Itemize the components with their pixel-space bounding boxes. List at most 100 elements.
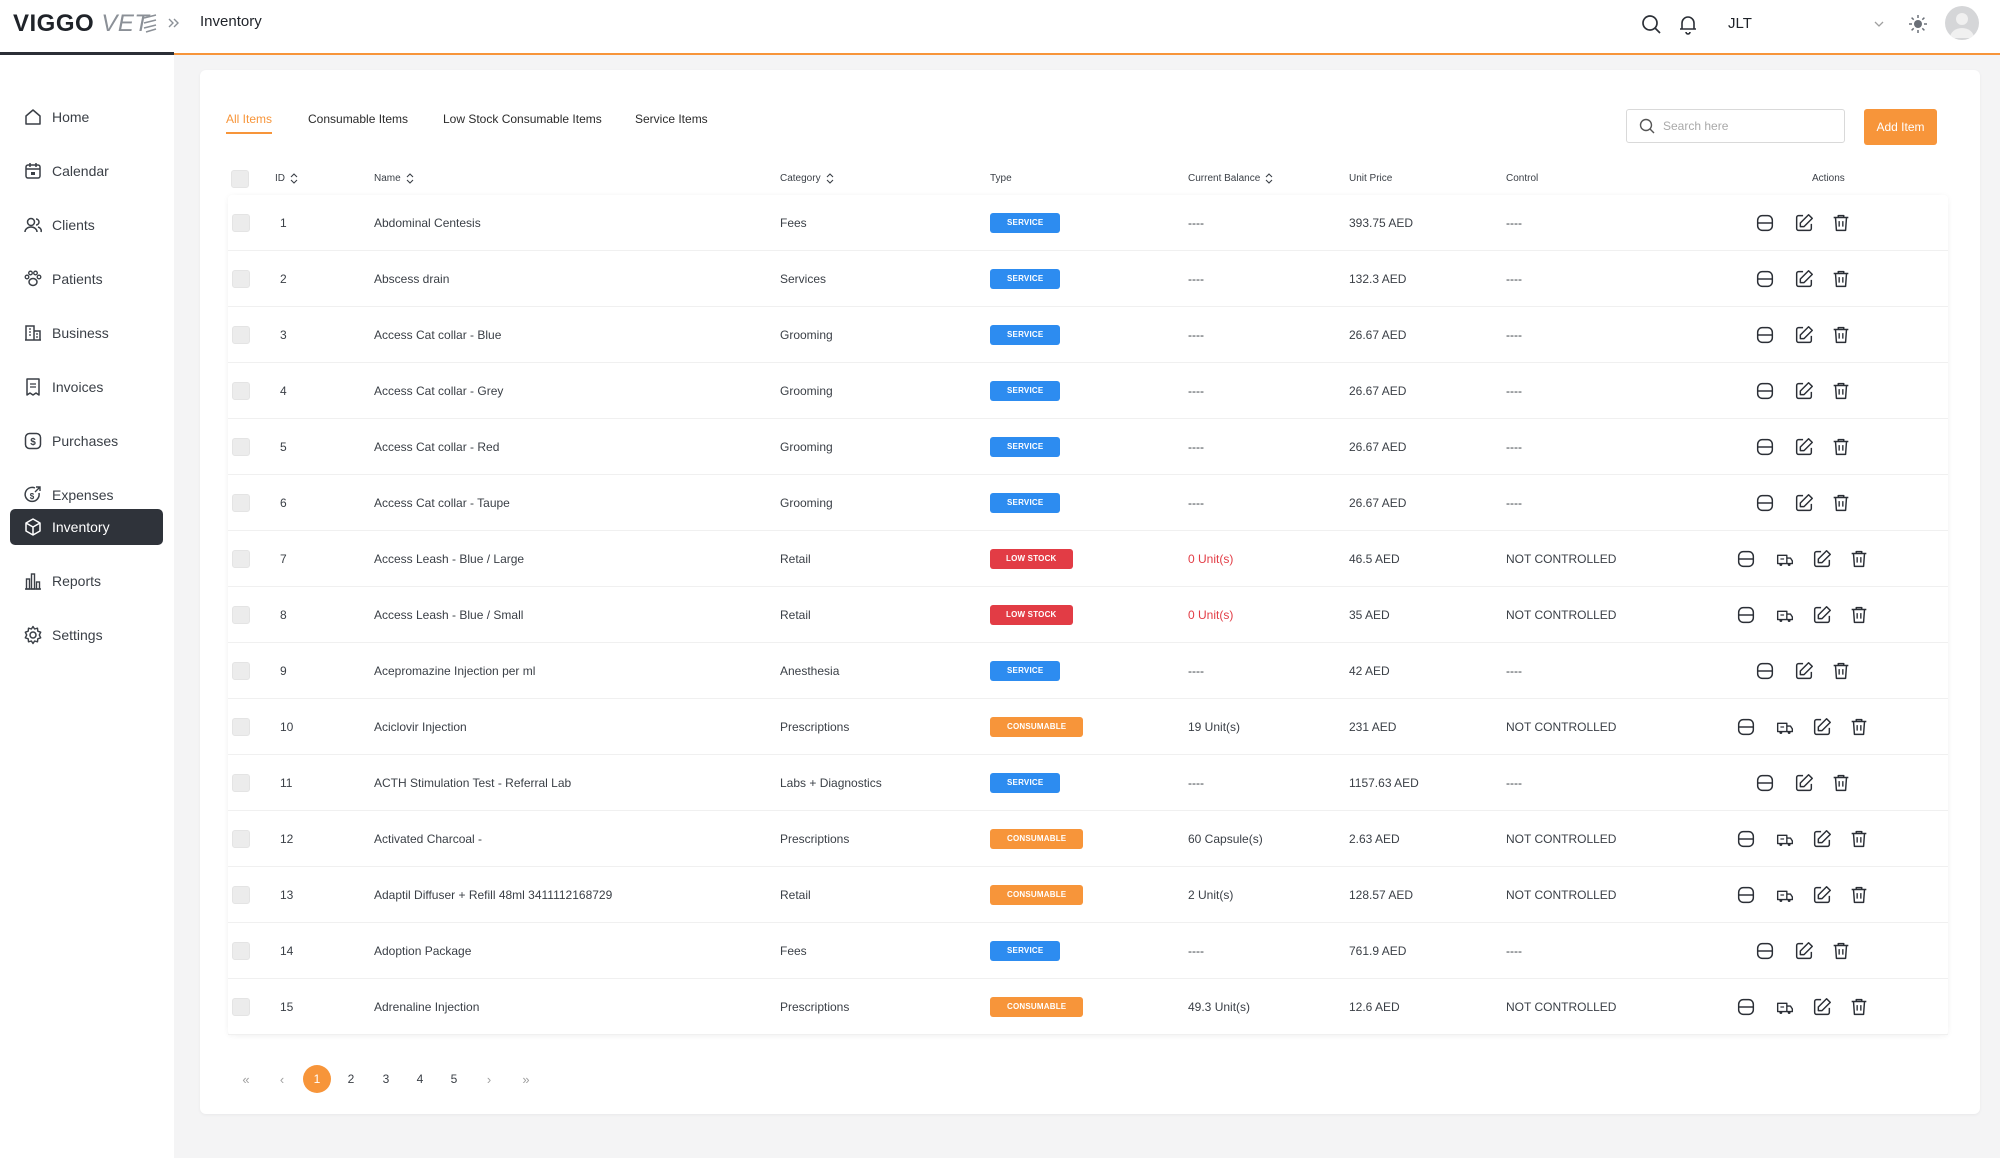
sidebar-item-reports[interactable]: Reports [10, 563, 163, 599]
view-icon[interactable] [1735, 604, 1757, 626]
trash-icon[interactable] [1848, 996, 1870, 1018]
view-icon[interactable] [1754, 660, 1776, 682]
sort-icon[interactable] [1265, 173, 1273, 184]
search-input[interactable] [1663, 119, 1823, 133]
sidebar-item-inventory[interactable]: Inventory [10, 509, 163, 545]
trash-icon[interactable] [1830, 268, 1852, 290]
chevron-down-icon[interactable] [1872, 17, 1886, 31]
trash-icon[interactable] [1830, 324, 1852, 346]
view-icon[interactable] [1735, 884, 1757, 906]
row-checkbox[interactable] [232, 270, 250, 288]
edit-icon[interactable] [1793, 660, 1815, 682]
row-checkbox[interactable] [232, 550, 250, 568]
add-item-button[interactable]: Add Item [1864, 109, 1937, 145]
table-row[interactable]: 10 Aciclovir Injection Prescriptions CONSUM… [228, 699, 1948, 755]
row-checkbox[interactable] [232, 662, 250, 680]
column-header-name[interactable]: Name [374, 173, 414, 184]
column-header-category[interactable]: Category [780, 173, 834, 184]
trash-icon[interactable] [1848, 548, 1870, 570]
row-checkbox[interactable] [232, 886, 250, 904]
view-icon[interactable] [1735, 716, 1757, 738]
pagination-page-3[interactable]: 3 [382, 1072, 390, 1086]
view-icon[interactable] [1735, 828, 1757, 850]
view-icon[interactable] [1754, 268, 1776, 290]
select-all-checkbox[interactable] [231, 170, 249, 188]
sort-icon[interactable] [406, 173, 414, 184]
tab-all-items[interactable]: All Items [226, 112, 273, 134]
trash-icon[interactable] [1830, 380, 1852, 402]
sun-icon[interactable] [1908, 14, 1928, 34]
row-checkbox[interactable] [232, 774, 250, 792]
view-icon[interactable] [1754, 492, 1776, 514]
trash-icon[interactable] [1830, 436, 1852, 458]
table-row[interactable]: 8 Access Leash - Blue / Small Retail LOW ST… [228, 587, 1948, 643]
table-row[interactable]: 3 Access Cat collar - Blue Grooming SERVICE… [228, 307, 1948, 363]
edit-icon[interactable] [1793, 212, 1815, 234]
trash-icon[interactable] [1830, 772, 1852, 794]
sidebar-item-patients[interactable]: Patients [10, 261, 163, 297]
table-row[interactable]: 13 Adaptil Diffuser + Refill 48ml 3411112… [228, 867, 1948, 923]
trash-icon[interactable] [1830, 940, 1852, 962]
sort-icon[interactable] [826, 173, 834, 184]
edit-icon[interactable] [1793, 492, 1815, 514]
stock-icon[interactable] [1774, 716, 1796, 738]
row-checkbox[interactable] [232, 718, 250, 736]
table-row[interactable]: 12 Activated Charcoal - Prescriptions CONSU… [228, 811, 1948, 867]
edit-icon[interactable] [1811, 996, 1833, 1018]
pagination-first[interactable]: « [242, 1071, 250, 1087]
sidebar-item-expenses[interactable]: $ Expenses [10, 477, 163, 513]
edit-icon[interactable] [1793, 940, 1815, 962]
sidebar-item-calendar[interactable]: Calendar [10, 153, 163, 189]
view-icon[interactable] [1735, 548, 1757, 570]
table-row[interactable]: 9 Acepromazine Injection per ml Anesthesia… [228, 643, 1948, 699]
view-icon[interactable] [1735, 996, 1757, 1018]
pagination-page-5[interactable]: 5 [450, 1072, 458, 1086]
pagination-next[interactable]: › [486, 1071, 492, 1087]
edit-icon[interactable] [1793, 436, 1815, 458]
stock-icon[interactable] [1774, 548, 1796, 570]
sort-icon[interactable] [290, 173, 298, 184]
row-checkbox[interactable] [232, 382, 250, 400]
view-icon[interactable] [1754, 772, 1776, 794]
view-icon[interactable] [1754, 940, 1776, 962]
pagination-page-2[interactable]: 2 [347, 1072, 355, 1086]
row-checkbox[interactable] [232, 494, 250, 512]
view-icon[interactable] [1754, 324, 1776, 346]
row-checkbox[interactable] [232, 438, 250, 456]
table-row[interactable]: 14 Adoption Package Fees SERVICE ---- 761.9 A… [228, 923, 1948, 979]
sidebar-item-business[interactable]: Business [10, 315, 163, 351]
trash-icon[interactable] [1848, 828, 1870, 850]
pagination-page-4[interactable]: 4 [416, 1072, 424, 1086]
row-checkbox[interactable] [232, 214, 250, 232]
tab-consumable-items[interactable]: Consumable Items [308, 112, 409, 126]
view-icon[interactable] [1754, 380, 1776, 402]
search-icon[interactable] [1640, 13, 1662, 35]
table-row[interactable]: 5 Access Cat collar - Red Grooming SERVICE -… [228, 419, 1948, 475]
edit-icon[interactable] [1811, 604, 1833, 626]
pagination-prev[interactable]: ‹ [279, 1071, 285, 1087]
trash-icon[interactable] [1830, 660, 1852, 682]
tab-low-stock-consumable-items[interactable]: Low Stock Consumable Items [443, 112, 602, 126]
pagination-page-1[interactable]: 1 [303, 1065, 331, 1093]
table-row[interactable]: 15 Adrenaline Injection Prescriptions CONSU… [228, 979, 1948, 1035]
stock-icon[interactable] [1774, 996, 1796, 1018]
stock-icon[interactable] [1774, 828, 1796, 850]
edit-icon[interactable] [1793, 324, 1815, 346]
edit-icon[interactable] [1793, 772, 1815, 794]
sidebar-item-invoices[interactable]: Invoices [10, 369, 163, 405]
edit-icon[interactable] [1793, 380, 1815, 402]
column-header-balance[interactable]: Current Balance [1188, 173, 1273, 184]
table-row[interactable]: 7 Access Leash - Blue / Large Retail LOW ST… [228, 531, 1948, 587]
trash-icon[interactable] [1830, 492, 1852, 514]
edit-icon[interactable] [1811, 716, 1833, 738]
row-checkbox[interactable] [232, 326, 250, 344]
double-chevron-right-icon[interactable] [166, 16, 180, 30]
sidebar-item-settings[interactable]: Settings [10, 617, 163, 653]
table-row[interactable]: 4 Access Cat collar - Grey Grooming SERVICE… [228, 363, 1948, 419]
tab-service-items[interactable]: Service Items [635, 112, 708, 126]
row-checkbox[interactable] [232, 942, 250, 960]
view-icon[interactable] [1754, 212, 1776, 234]
sidebar-item-purchases[interactable]: $ Purchases [10, 423, 163, 459]
pagination-last[interactable]: » [522, 1071, 530, 1087]
table-row[interactable]: 1 Abdominal Centesis Fees SERVICE ---- 393.75… [228, 195, 1948, 251]
